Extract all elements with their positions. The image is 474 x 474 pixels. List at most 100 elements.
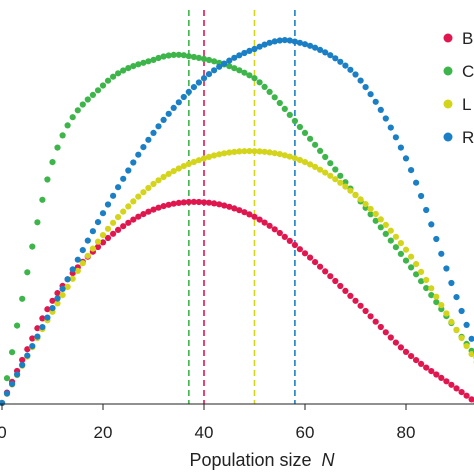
point-R-2 [9,380,16,388]
point-B-20 [99,239,107,246]
point-L-35 [175,165,182,172]
point-L-88 [443,310,450,317]
point-B-85 [428,368,435,375]
point-R-57 [286,37,293,44]
point-R-59 [296,39,303,46]
point-C-23 [115,70,122,77]
point-R-11 [54,295,61,302]
point-R-80 [402,155,410,162]
point-L-73 [367,205,374,213]
point-R-93 [468,335,474,342]
point-R-33 [165,110,172,117]
point-C-7 [34,219,41,226]
point-R-53 [266,39,273,46]
point-C-46 [231,65,238,72]
point-B-92 [463,392,470,399]
point-B-77 [387,334,394,341]
point-L-61 [307,161,314,168]
point-C-82 [413,271,420,278]
point-B-26 [130,216,137,223]
point-R-3 [14,371,21,378]
point-L-67 [337,179,344,186]
point-C-77 [387,237,394,244]
point-B-24 [120,223,127,230]
point-R-19 [94,219,102,226]
x-ticks: 0 20 40 60 80 [0,404,415,442]
point-R-52 [261,41,268,48]
point-L-13 [64,283,71,290]
point-R-14 [69,266,76,273]
point-B-23 [115,226,122,233]
point-R-21 [104,201,112,208]
point-L-30 [150,180,157,188]
x-tick-label-80: 80 [397,423,416,442]
point-L-56 [281,152,288,159]
legend-label-B: B [462,29,473,48]
point-L-14 [69,275,76,282]
point-B-42 [211,200,218,207]
point-B-40 [200,199,208,206]
point-L-39 [195,157,202,164]
point-B-41 [205,199,213,206]
point-B-87 [438,374,445,381]
point-B-25 [125,219,132,226]
point-C-12 [59,132,66,139]
point-L-85 [428,285,435,292]
point-C-29 [145,58,152,65]
point-R-5 [24,352,31,359]
point-R-55 [276,37,283,44]
point-R-10 [49,305,56,312]
legend-marker-L [443,99,453,109]
point-C-38 [190,53,197,61]
point-L-74 [372,210,379,218]
point-L-16 [79,260,86,267]
point-R-49 [246,47,253,55]
point-L-27 [135,193,142,200]
point-C-78 [392,244,399,251]
point-C-67 [337,172,344,179]
point-B-45 [226,203,233,210]
point-L-48 [241,148,248,155]
point-L-50 [251,148,258,155]
point-L-41 [205,153,213,160]
point-C-21 [104,77,112,84]
point-C-14 [69,114,76,121]
point-C-66 [332,166,339,173]
point-B-8 [39,315,46,322]
point-B-4 [19,356,26,364]
point-L-80 [402,246,410,253]
point-B-52 [261,219,268,226]
point-B-56 [281,233,288,240]
point-C-2 [9,349,16,356]
point-B-43 [216,201,223,208]
point-L-86 [433,293,440,300]
point-L-57 [286,153,293,160]
point-B-75 [377,323,384,331]
point-C-47 [236,67,243,74]
point-L-93 [468,351,474,358]
point-R-89 [448,279,455,287]
point-L-87 [438,302,445,309]
point-L-29 [145,184,152,192]
point-C-27 [135,61,142,68]
point-C-73 [367,211,374,218]
point-L-20 [99,232,107,239]
point-C-74 [372,217,379,224]
point-R-22 [110,192,117,199]
point-L-46 [231,148,238,155]
point-C-5 [24,269,31,276]
point-L-22 [110,219,117,226]
point-R-79 [397,144,404,151]
point-L-89 [448,318,455,325]
point-L-68 [342,183,349,190]
point-R-34 [170,104,177,111]
point-L-58 [291,155,298,162]
point-B-89 [448,381,455,388]
point-L-76 [382,221,389,228]
point-B-29 [145,208,152,215]
point-L-60 [301,159,309,166]
point-B-76 [382,329,389,336]
point-R-25 [125,167,132,174]
point-B-60 [301,250,309,257]
point-R-50 [251,45,258,53]
